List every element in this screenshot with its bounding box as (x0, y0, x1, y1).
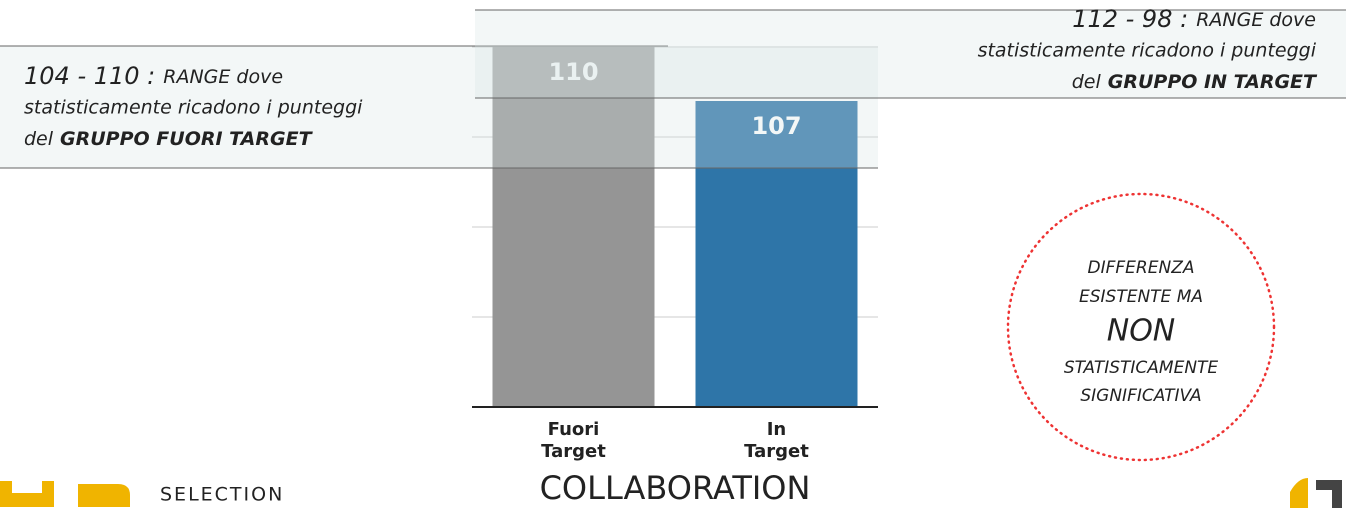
range-band (475, 10, 1346, 98)
logo-mark (1316, 480, 1342, 508)
note-text: STATISTICAMENTE (1064, 358, 1219, 378)
value-label: 110 (548, 58, 598, 86)
chart-title: COLLABORATION (540, 469, 811, 507)
note-text: ESISTENTE MA (1079, 287, 1203, 307)
note-text: DIFFERENZA (1088, 258, 1195, 278)
annotation: statisticamente ricadono i punteggi (978, 40, 1317, 62)
range-band (0, 46, 878, 168)
logo-mark (0, 481, 54, 507)
logo-mark (1290, 478, 1308, 508)
logo-left (0, 481, 130, 507)
x-tick-label: In Target (744, 419, 809, 462)
annotation-text: del (1072, 71, 1102, 93)
annotation: 112 - 98 : RANGE dove (1072, 5, 1316, 33)
annotation-text: del (24, 128, 54, 150)
bar (695, 101, 858, 407)
note-text: SIGNIFICATIVA (1080, 386, 1201, 406)
annotation-text: RANGE dove (1196, 9, 1316, 31)
brand: SELECTION (160, 484, 284, 506)
value-label: 107 (751, 112, 801, 140)
x-tick-label: Fuori Target (541, 419, 606, 462)
annotation: statisticamente ricadono i punteggi (24, 97, 363, 119)
annotation: 104 - 110 : RANGE dove (24, 62, 283, 90)
annotation-range: 104 - 110 : (24, 62, 155, 90)
annotation-range: 112 - 98 : (1072, 5, 1188, 33)
bar (492, 47, 655, 407)
annotation: del GRUPPO FUORI TARGET (24, 128, 314, 150)
logo-mark (78, 484, 130, 507)
annotation-group: GRUPPO IN TARGET (1108, 71, 1318, 93)
annotation-group: GRUPPO FUORI TARGET (60, 128, 314, 150)
logo-right (1290, 478, 1342, 508)
annotation-text: RANGE dove (163, 66, 283, 88)
note-text: NON (1107, 314, 1176, 349)
annotation: del GRUPPO IN TARGET (1072, 71, 1318, 93)
note-circle (1006, 192, 1276, 462)
